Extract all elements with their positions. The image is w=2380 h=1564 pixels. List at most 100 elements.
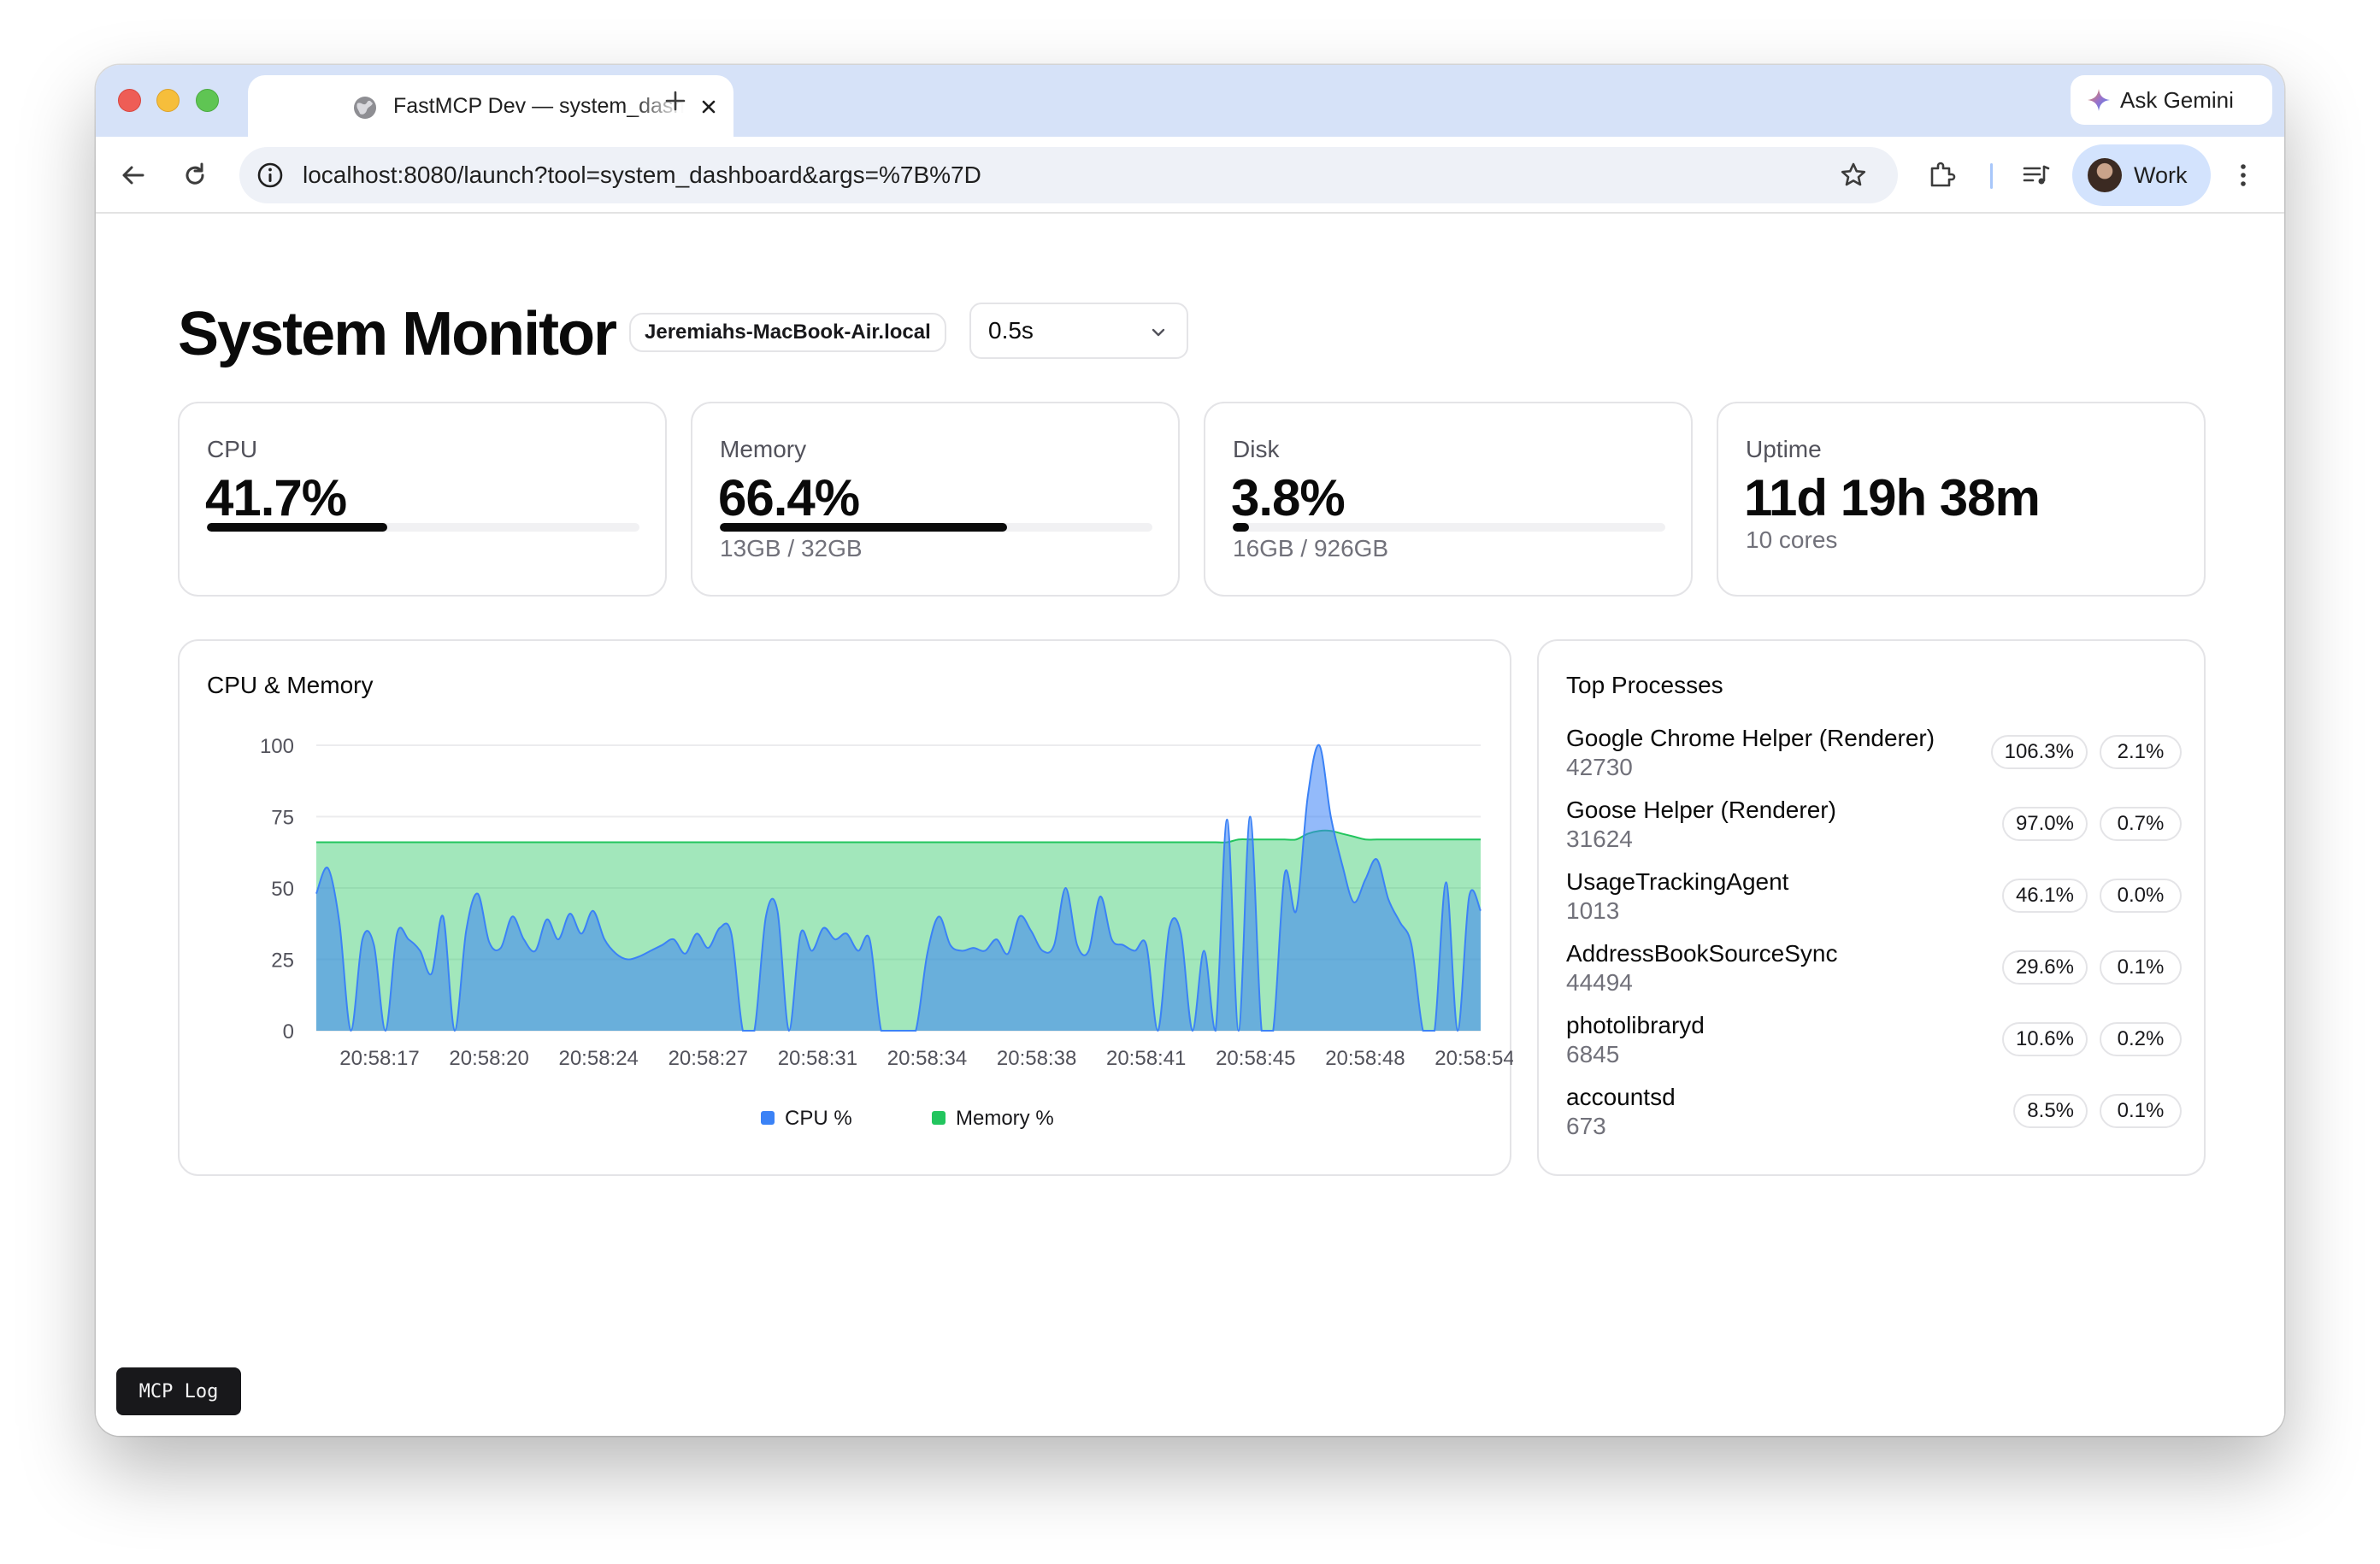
x-tick-label: 20:58:20 [449, 1047, 528, 1070]
legend-swatch [932, 1111, 946, 1125]
browser-tab-active[interactable]: FastMCP Dev — system_dashboard [248, 75, 733, 137]
process-cpu-badge: 97.0% [2001, 807, 2088, 841]
gemini-sparkle-icon [2088, 89, 2110, 111]
site-info-icon[interactable] [255, 160, 286, 191]
browser-window: FastMCP Dev — system_dashboard Ask Gemin… [96, 65, 2284, 1436]
reload-icon[interactable] [178, 158, 212, 192]
uptime-value: 11d 19h 38m [1744, 469, 2041, 526]
address-bar[interactable]: localhost:8080/launch?tool=system_dashbo… [239, 147, 1898, 203]
close-icon[interactable] [696, 94, 722, 120]
globe-icon [354, 97, 376, 119]
process-row: Google Chrome Helper (Renderer) 42730 106.… [1566, 725, 2182, 793]
bookmark-star-icon[interactable] [1838, 160, 1869, 191]
process-cpu-badge: 46.1% [2001, 879, 2088, 913]
legend-swatch [761, 1111, 775, 1125]
profile-button[interactable]: Work [2072, 144, 2211, 206]
process-cpu-badge: 8.5% [2013, 1094, 2088, 1128]
process-pid: 44494 [1566, 969, 1633, 996]
process-memory-badge: 0.2% [2100, 1022, 2182, 1056]
refresh-interval-select[interactable]: 0.5s [969, 303, 1188, 359]
browser-titlebar: FastMCP Dev — system_dashboard Ask Gemin… [96, 65, 2284, 137]
process-memory-badge: 0.1% [2100, 1094, 2182, 1128]
back-arrow-icon[interactable] [116, 158, 150, 192]
maximize-window-button[interactable] [196, 89, 219, 112]
memory-detail: 13GB / 32GB [720, 535, 863, 562]
cpu-memory-chart: 0 25 50 75 100 20:58:17 20:58:20 20:58:24 20:58:… [260, 735, 1513, 1130]
process-name: UsageTrackingAgent [1566, 868, 1789, 895]
process-pid: 1013 [1566, 897, 1620, 924]
x-tick-label: 20:58:27 [669, 1047, 748, 1070]
media-queue-icon[interactable] [2019, 158, 2053, 192]
disk-progress-bar [1233, 523, 1665, 532]
mcp-log-button[interactable]: MCP Log [116, 1367, 241, 1415]
chart-title: CPU & Memory [207, 672, 374, 698]
process-memory-badge: 0.7% [2100, 807, 2182, 841]
y-tick-label: 50 [271, 878, 294, 901]
process-pid: 6845 [1566, 1041, 1620, 1067]
process-name: AddressBookSourceSync [1566, 940, 1838, 967]
process-pid: 31624 [1566, 826, 1633, 852]
x-tick-label: 20:58:45 [1216, 1047, 1295, 1070]
x-tick-label: 20:58:31 [778, 1047, 857, 1070]
cpu-stat-card: CPU 41.7% [178, 402, 667, 597]
extensions-puzzle-icon[interactable] [1925, 158, 1959, 192]
minimize-window-button[interactable] [156, 89, 180, 112]
disk-progress-fill [1233, 523, 1250, 532]
memory-series-line [316, 829, 1481, 844]
process-cpu-badge: 106.3% [1990, 735, 2088, 769]
hostname-badge: Jeremiahs-MacBook-Air.local [629, 313, 946, 352]
process-row: AddressBookSourceSync 44494 29.6% 0.1% [1566, 940, 2182, 1008]
cpu-progress-bar [207, 523, 639, 532]
cpu-progress-fill [207, 523, 387, 532]
process-row: accountsd 673 8.5% 0.1% [1566, 1084, 2182, 1152]
ask-gemini-button[interactable]: Ask Gemini [2071, 75, 2272, 125]
profile-label: Work [2134, 162, 2188, 188]
close-window-button[interactable] [118, 89, 141, 112]
x-tick-label: 20:58:34 [887, 1047, 967, 1070]
memory-progress-fill [720, 523, 1007, 532]
y-tick-label: 75 [271, 807, 294, 830]
page-title: System Monitor [178, 300, 617, 368]
x-tick-label: 20:58:38 [997, 1047, 1076, 1070]
new-tab-icon[interactable] [660, 85, 691, 116]
disk-value: 3.8% [1231, 469, 1346, 526]
disk-label: Disk [1233, 436, 1280, 462]
cpu-value: 41.7% [205, 469, 347, 526]
chevron-down-icon [1152, 328, 1165, 337]
cpu-memory-chart-card: CPU & Memory 0 25 50 75 100 20:58:17 20:58:20 2… [178, 639, 1513, 1176]
x-tick-label: 20:58:41 [1106, 1047, 1186, 1070]
process-name: photolibraryd [1566, 1012, 1705, 1038]
process-memory-badge: 0.0% [2100, 879, 2182, 913]
cpu-series-line [315, 744, 1482, 1032]
memory-label: Memory [720, 436, 807, 462]
x-tick-label: 20:58:48 [1325, 1047, 1405, 1070]
process-name: Goose Helper (Renderer) [1566, 797, 1836, 823]
process-pid: 673 [1566, 1113, 1606, 1139]
toolbar-divider [1990, 163, 1993, 189]
y-tick-label: 25 [271, 950, 294, 973]
x-tick-label: 20:58:17 [339, 1047, 419, 1070]
disk-detail: 16GB / 926GB [1233, 535, 1389, 562]
process-memory-badge: 2.1% [2100, 735, 2182, 769]
kebab-menu-icon[interactable] [2226, 158, 2260, 192]
tab-title: FastMCP Dev — system_dashboard [393, 94, 684, 118]
process-pid: 42730 [1566, 754, 1633, 780]
x-tick-label: 20:58:54 [1434, 1047, 1513, 1070]
cpu-label: CPU [207, 436, 258, 462]
avatar [2088, 158, 2122, 192]
processes-title: Top Processes [1566, 672, 1723, 698]
process-cpu-badge: 10.6% [2001, 1022, 2088, 1056]
memory-value: 66.4% [718, 469, 860, 526]
browser-toolbar: localhost:8080/launch?tool=system_dashbo… [96, 137, 2284, 214]
legend-label: CPU % [785, 1107, 852, 1130]
process-row: Goose Helper (Renderer) 31624 97.0% 0.7% [1566, 797, 2182, 865]
disk-stat-card: Disk 3.8% 16GB / 926GB [1204, 402, 1693, 597]
url-text: localhost:8080/launch?tool=system_dashbo… [303, 162, 981, 188]
process-cpu-badge: 29.6% [2001, 950, 2088, 985]
interval-value: 0.5s [988, 317, 1034, 344]
memory-progress-bar [720, 523, 1152, 532]
cpu-series-area [316, 744, 1481, 1031]
x-tick-label: 20:58:24 [558, 1047, 638, 1070]
uptime-cores: 10 cores [1746, 526, 1838, 553]
process-row: photolibraryd 6845 10.6% 0.2% [1566, 1012, 2182, 1080]
